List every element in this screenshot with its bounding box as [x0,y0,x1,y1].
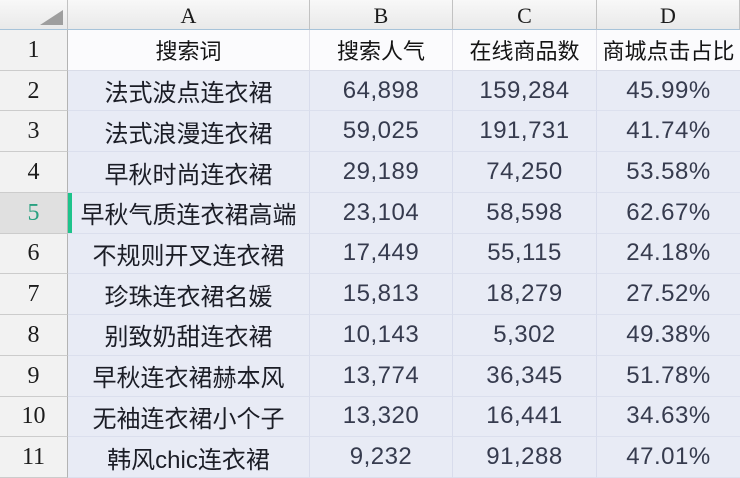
cell-c5[interactable]: 58,598 [453,192,597,234]
cell-c11[interactable]: 91,288 [453,437,597,478]
cell-c2[interactable]: 159,284 [453,70,597,112]
cell-d7[interactable]: 27.52% [597,274,740,316]
row-header-3[interactable]: 3 [0,111,68,153]
cell-b1-search-popularity-header[interactable]: 搜索人气 [310,30,453,71]
column-header-c[interactable]: C [453,0,597,30]
cell-d6[interactable]: 24.18% [597,233,740,275]
cell-d9[interactable]: 51.78% [597,355,740,397]
row-header-5-selected[interactable]: 5 [0,192,68,234]
cell-b8[interactable]: 10,143 [310,315,453,356]
cell-c4[interactable]: 74,250 [453,152,597,193]
column-header-d[interactable]: D [597,0,740,30]
cell-c7[interactable]: 18,279 [453,274,597,316]
cell-c3[interactable]: 191,731 [453,111,597,153]
cell-d11[interactable]: 47.01% [597,437,740,478]
cell-a7[interactable]: 珍珠连衣裙名媛 [68,274,310,316]
cell-b3[interactable]: 59,025 [310,111,453,153]
cell-c9[interactable]: 36,345 [453,355,597,397]
cell-b9[interactable]: 13,774 [310,355,453,397]
cell-d4[interactable]: 53.58% [597,152,740,193]
select-all-corner[interactable] [0,0,68,30]
cell-a4[interactable]: 早秋时尚连衣裙 [68,152,310,193]
row-header-2[interactable]: 2 [0,70,68,112]
cell-b10[interactable]: 13,320 [310,396,453,438]
column-header-b[interactable]: B [310,0,453,30]
cell-d10[interactable]: 34.63% [597,396,740,438]
cell-d1-mall-click-share-header[interactable]: 商城点击占比 [597,30,740,71]
cell-b6[interactable]: 17,449 [310,233,453,275]
column-header-a[interactable]: A [68,0,310,30]
cell-c8[interactable]: 5,302 [453,315,597,356]
row-header-11[interactable]: 11 [0,437,68,478]
cell-a6[interactable]: 不规则开叉连衣裙 [68,233,310,275]
cell-b11[interactable]: 9,232 [310,437,453,478]
cell-d8[interactable]: 49.38% [597,315,740,356]
cell-b7[interactable]: 15,813 [310,274,453,316]
cell-a9[interactable]: 早秋连衣裙赫本风 [68,355,310,397]
cell-a10[interactable]: 无袖连衣裙小个子 [68,396,310,438]
row-header-8[interactable]: 8 [0,315,68,356]
cell-c6[interactable]: 55,115 [453,233,597,275]
cell-a11[interactable]: 韩风chic连衣裙 [68,437,310,478]
row-header-10[interactable]: 10 [0,396,68,438]
cell-d5[interactable]: 62.67% [597,192,740,234]
row-header-4[interactable]: 4 [0,152,68,193]
select-all-icon [40,10,63,25]
row-header-1[interactable]: 1 [0,30,68,71]
cell-b2[interactable]: 64,898 [310,70,453,112]
cell-a5-active[interactable]: 早秋气质连衣裙高端 [68,192,310,234]
cell-a8[interactable]: 别致奶甜连衣裙 [68,315,310,356]
cell-d2[interactable]: 45.99% [597,70,740,112]
cell-a3[interactable]: 法式浪漫连衣裙 [68,111,310,153]
cell-c1-online-products-header[interactable]: 在线商品数 [453,30,597,71]
cell-b4[interactable]: 29,189 [310,152,453,193]
cell-b5[interactable]: 23,104 [310,192,453,234]
cell-a1-search-term-header[interactable]: 搜索词 [68,30,310,71]
cell-a2[interactable]: 法式波点连衣裙 [68,70,310,112]
cell-c10[interactable]: 16,441 [453,396,597,438]
row-header-9[interactable]: 9 [0,355,68,397]
row-header-7[interactable]: 7 [0,274,68,316]
cell-d3[interactable]: 41.74% [597,111,740,153]
row-header-6[interactable]: 6 [0,233,68,275]
